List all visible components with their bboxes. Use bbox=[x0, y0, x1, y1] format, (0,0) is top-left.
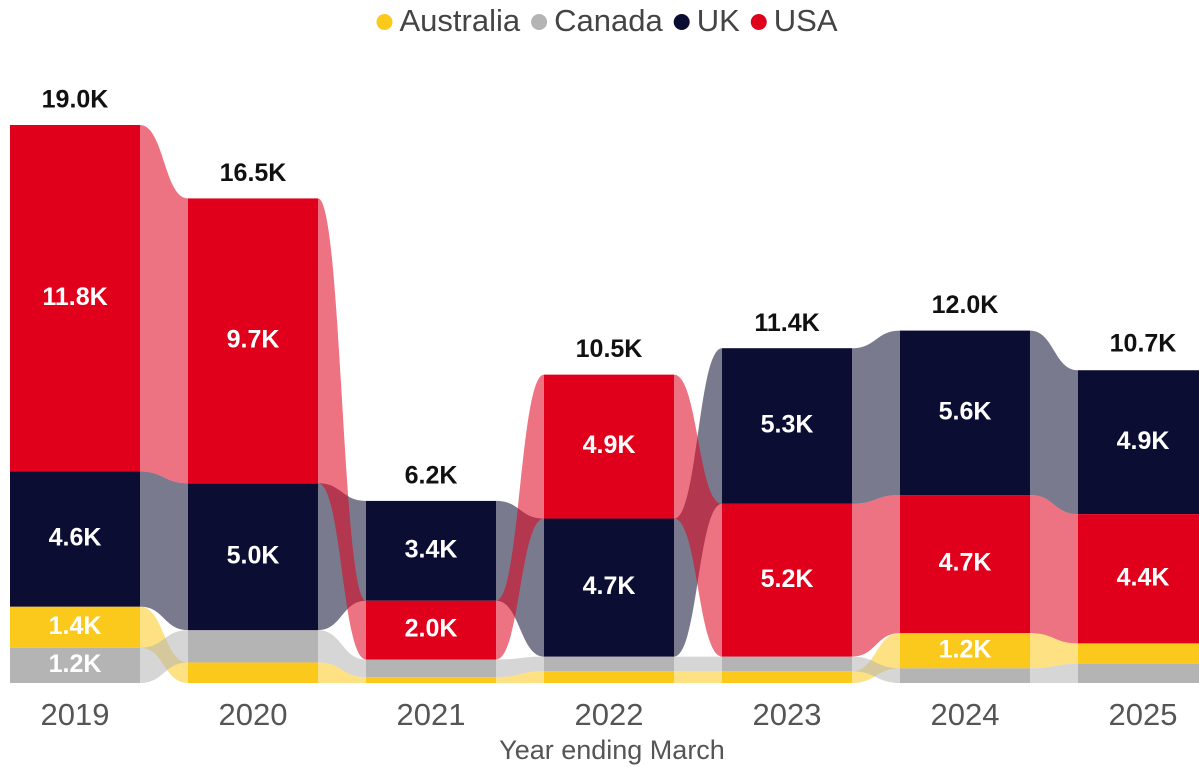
ribbon bbox=[1030, 663, 1078, 683]
bar-segment bbox=[188, 630, 318, 663]
bar-segment bbox=[366, 677, 496, 683]
ribbon-layer bbox=[140, 125, 1078, 683]
bar-segment bbox=[544, 656, 674, 672]
bar-segment bbox=[900, 633, 1030, 669]
bar-segment bbox=[188, 198, 318, 484]
bar-segment bbox=[188, 662, 318, 683]
ribbon bbox=[852, 330, 900, 504]
x-tick-label: 2021 bbox=[397, 697, 466, 732]
ribbon bbox=[496, 374, 544, 660]
data-label: 5.3K bbox=[761, 411, 814, 439]
ribbon bbox=[318, 662, 366, 683]
data-label: 2.0K bbox=[405, 615, 458, 643]
ribbon bbox=[674, 374, 722, 657]
bar-segment bbox=[366, 600, 496, 660]
ribbon bbox=[1030, 633, 1078, 669]
bar-segment bbox=[10, 606, 140, 648]
ribbon bbox=[140, 630, 188, 683]
legend-label: Canada bbox=[554, 3, 663, 38]
total-label: 10.5K bbox=[576, 335, 643, 363]
bar-segment bbox=[544, 671, 674, 683]
ribbon bbox=[496, 671, 544, 683]
label-layer: 1.4K 1.2K 4.6K 11.8K 19.0K 2019 5.0K 9.7K 16.5K 2… bbox=[41, 86, 1178, 733]
legend-label: UK bbox=[697, 3, 740, 38]
bar-layer bbox=[10, 125, 1199, 683]
legend-label: USA bbox=[774, 3, 838, 38]
bar-segment bbox=[1078, 663, 1199, 683]
ribbon bbox=[140, 471, 188, 631]
bar-segment bbox=[1078, 370, 1199, 515]
legend-marker bbox=[673, 14, 690, 30]
ribbon bbox=[496, 656, 544, 678]
ribbon bbox=[1030, 330, 1078, 515]
data-label: 4.7K bbox=[583, 572, 636, 600]
legend-label: Australia bbox=[399, 3, 520, 38]
bar-segment bbox=[188, 483, 318, 631]
bar-segment bbox=[722, 656, 852, 672]
total-label: 12.0K bbox=[932, 291, 999, 319]
data-label: 4.9K bbox=[1117, 427, 1170, 455]
bar-segment bbox=[900, 495, 1030, 634]
data-label: 3.4K bbox=[405, 535, 458, 563]
x-tick-label: 2025 bbox=[1109, 697, 1178, 732]
ribbon bbox=[1030, 495, 1078, 644]
ribbon bbox=[318, 630, 366, 678]
bar-segment bbox=[366, 500, 496, 601]
ribbon bbox=[674, 671, 722, 683]
bar-segment bbox=[722, 503, 852, 657]
data-label: 1.2K bbox=[939, 635, 992, 663]
bar-segment bbox=[1078, 514, 1199, 644]
bar-segment bbox=[900, 330, 1030, 496]
bar-segment bbox=[722, 348, 852, 504]
data-label: 9.7K bbox=[227, 325, 280, 353]
data-label: 5.6K bbox=[939, 397, 992, 425]
x-tick-label: 2022 bbox=[575, 697, 644, 732]
data-label: 5.0K bbox=[227, 541, 280, 569]
bar-segment bbox=[10, 471, 140, 607]
data-label: 1.2K bbox=[49, 650, 102, 678]
data-label: 4.9K bbox=[583, 431, 636, 459]
data-label: 11.8K bbox=[42, 283, 107, 311]
legend-marker bbox=[376, 14, 393, 30]
data-label: 1.4K bbox=[49, 612, 102, 640]
x-tick-label: 2020 bbox=[219, 697, 288, 732]
data-label: 4.6K bbox=[49, 524, 102, 552]
ribbon bbox=[140, 125, 188, 484]
bar-segment bbox=[722, 671, 852, 683]
bar-segment bbox=[10, 647, 140, 683]
x-tick-label: 2024 bbox=[931, 697, 1000, 732]
total-label: 10.7K bbox=[1110, 329, 1177, 357]
bar-segment bbox=[900, 668, 1030, 683]
x-axis-title: Year ending March bbox=[499, 735, 725, 765]
bar-segment bbox=[366, 659, 496, 678]
data-label: 4.4K bbox=[1117, 563, 1170, 591]
legend-marker bbox=[750, 14, 767, 30]
ribbon bbox=[852, 656, 900, 683]
total-label: 11.4K bbox=[754, 309, 819, 337]
bar-segment bbox=[544, 374, 674, 519]
legend-marker bbox=[531, 14, 548, 30]
data-label: 4.7K bbox=[939, 549, 992, 577]
data-label: 5.2K bbox=[761, 565, 814, 593]
bar-segment bbox=[544, 518, 674, 657]
total-label: 16.5K bbox=[220, 159, 287, 187]
total-label: 6.2K bbox=[405, 462, 458, 490]
ribbon bbox=[674, 656, 722, 672]
x-tick-label: 2019 bbox=[41, 697, 110, 732]
x-tick-label: 2023 bbox=[753, 697, 822, 732]
total-label: 19.0K bbox=[42, 86, 109, 114]
ribbon bbox=[318, 198, 366, 660]
bar-segment bbox=[10, 125, 140, 472]
ribbon bbox=[852, 495, 900, 657]
bar-segment bbox=[1078, 643, 1199, 664]
